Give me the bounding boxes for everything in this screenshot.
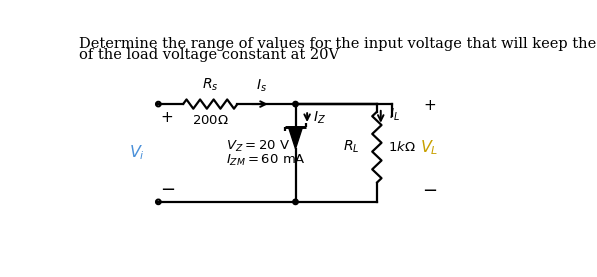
Text: $+$: $+$	[160, 111, 173, 125]
Text: $1k\Omega$: $1k\Omega$	[387, 140, 416, 154]
Circle shape	[293, 199, 298, 205]
Text: $I_Z$: $I_Z$	[313, 109, 325, 126]
Text: $R_L$: $R_L$	[343, 139, 360, 155]
Text: Determine the range of values for the input voltage that will keep the value: Determine the range of values for the in…	[79, 37, 597, 51]
Text: $-$: $-$	[422, 180, 437, 198]
Text: $V_L$: $V_L$	[420, 138, 439, 157]
Text: $200\Omega$: $200\Omega$	[192, 114, 229, 127]
Text: $R_s$: $R_s$	[202, 77, 219, 93]
Text: of the load voltage constant at 20V: of the load voltage constant at 20V	[79, 48, 340, 62]
Text: $V_Z = 20\ \mathrm{V}$: $V_Z = 20\ \mathrm{V}$	[226, 139, 290, 154]
Text: $-$: $-$	[160, 179, 175, 197]
Polygon shape	[288, 127, 303, 149]
Text: $V_i$: $V_i$	[128, 144, 144, 162]
Text: $+$: $+$	[423, 99, 436, 113]
Text: $I_L$: $I_L$	[389, 107, 399, 124]
Text: $I_{ZM} = 60\ \mathrm{mA}$: $I_{ZM} = 60\ \mathrm{mA}$	[226, 153, 306, 168]
Text: $I_s$: $I_s$	[256, 78, 267, 94]
Circle shape	[293, 101, 298, 107]
